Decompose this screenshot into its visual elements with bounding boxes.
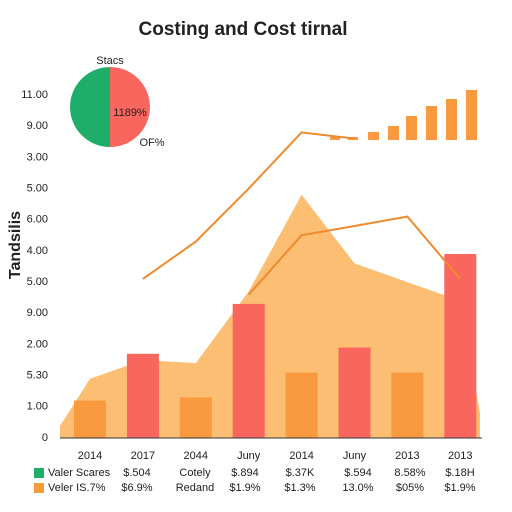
x-tick-label: 2014: [78, 450, 102, 462]
legend-cell: $.37K: [286, 467, 315, 479]
bar: [285, 372, 318, 438]
x-tick-label: 2044: [184, 450, 208, 462]
legend-cell: Veler IS.7%: [48, 482, 106, 494]
legend-cell: $6.9%: [121, 482, 152, 494]
legend-swatch: [34, 468, 44, 478]
y-tick-label: 0: [42, 432, 48, 444]
legend-cell: $.18H: [445, 467, 474, 479]
legend-cell: $1.9%: [229, 482, 260, 494]
y-tick-label: 3.00: [27, 151, 48, 163]
x-tick-label: 2014: [289, 450, 313, 462]
legend-cell: $.894: [231, 467, 259, 479]
y-tick-label: 1.00: [27, 401, 48, 413]
legend-cell: Redand: [176, 482, 215, 494]
legend-cell: $1.9%: [444, 482, 475, 494]
pie-slice: [110, 67, 150, 147]
bar: [74, 400, 106, 438]
legend-cell: $.594: [344, 467, 372, 479]
legend-cell: $1.3%: [284, 482, 315, 494]
y-tick-label: 11.00: [21, 89, 48, 101]
legend-cell: 13.0%: [342, 482, 373, 494]
area: [60, 194, 480, 438]
pie-slice: [70, 67, 110, 147]
bar: [338, 347, 371, 438]
pie-center-label: 1189%: [113, 107, 147, 119]
y-tick-label: 4.00: [27, 245, 48, 257]
legend-cell: $05%: [396, 482, 424, 494]
y-tick-label: 9.00: [27, 307, 48, 319]
y-tick-label: 5.00: [27, 276, 48, 288]
y-tick-label: 2.00: [27, 338, 48, 350]
x-tick-label: Juny: [237, 450, 261, 462]
legend-swatch: [34, 483, 44, 493]
legend-cell: Cotely: [179, 467, 211, 479]
x-tick-label: 2017: [131, 450, 155, 462]
bar: [232, 303, 265, 438]
line: [142, 131, 355, 280]
legend-cell: Valer Scares: [48, 467, 111, 479]
line: [247, 215, 462, 296]
bar: [179, 397, 212, 438]
pie-title: Stacs: [96, 55, 124, 67]
decor-steps: [330, 90, 477, 140]
x-tick-label: Juny: [343, 450, 367, 462]
chart-title: Costing and Cost tirnal: [139, 19, 348, 40]
legend-cell: 8.58%: [394, 467, 425, 479]
y-tick-label: 6.00: [27, 214, 48, 226]
y-axis-label: Tandsilis: [7, 211, 24, 279]
x-tick-label: 2013: [448, 450, 472, 462]
bar: [126, 353, 159, 438]
y-tick-label: 9.00: [27, 120, 48, 132]
y-tick-label: 5.00: [27, 182, 48, 194]
bar: [391, 372, 424, 438]
x-tick-label: 2013: [395, 450, 419, 462]
pie-side-label: OF%: [139, 137, 164, 149]
y-tick-label: 5.30: [27, 370, 48, 382]
legend-cell: $.504: [123, 467, 151, 479]
bar: [444, 254, 477, 438]
